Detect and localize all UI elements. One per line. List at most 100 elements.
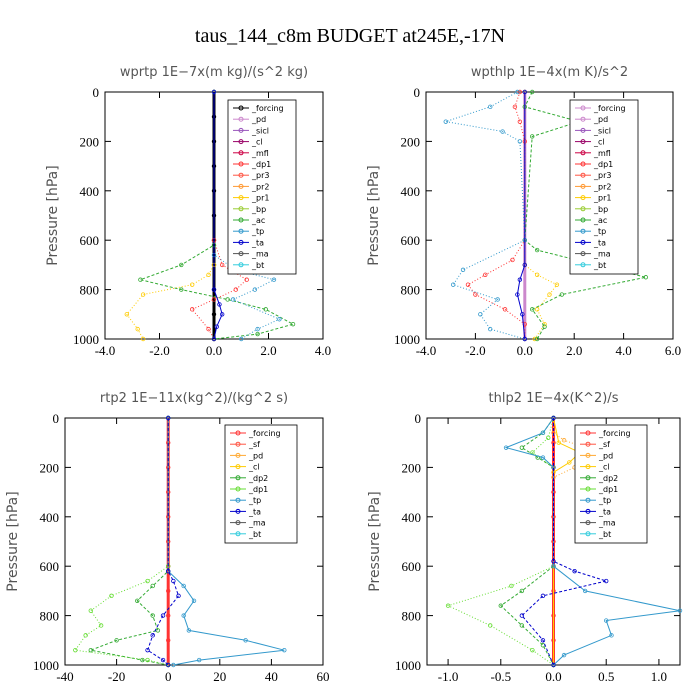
- x-tick-label: -1.0: [438, 669, 459, 684]
- y-tick-label: 0: [415, 411, 422, 426]
- data-point: [483, 272, 488, 277]
- data-point: [519, 623, 525, 628]
- legend-marker: [580, 116, 586, 122]
- data-point: [502, 307, 508, 312]
- legend-marker: [238, 161, 244, 167]
- data-point: [255, 331, 260, 337]
- legend-marker: [235, 452, 241, 458]
- y-axis-label: Pressure [hPa]: [366, 165, 382, 265]
- legend-entry: _pr1: [251, 194, 269, 203]
- data-point: [179, 287, 184, 292]
- data-point: [145, 578, 150, 584]
- y-tick-label: 600: [402, 559, 422, 574]
- data-point: [551, 662, 556, 668]
- y-tick-label: 0: [93, 85, 100, 100]
- legend-entry: _dp1: [248, 485, 268, 494]
- data-point: [519, 588, 525, 594]
- data-point: [609, 633, 614, 638]
- data-point: [217, 302, 222, 307]
- data-point: [572, 568, 577, 574]
- legend-marker: [238, 228, 244, 234]
- x-tick-label: 4.0: [615, 343, 631, 358]
- legend-marker: [585, 441, 591, 447]
- data-point: [186, 628, 192, 633]
- data-point: [114, 638, 119, 643]
- x-tick-label: -4.0: [95, 343, 116, 358]
- legend-marker: [580, 228, 586, 234]
- legend-entry: _dp2: [598, 474, 618, 483]
- data-point: [211, 89, 217, 95]
- legend-entry: _forcing: [251, 104, 284, 113]
- y-tick-label: 400: [40, 510, 60, 525]
- legend-marker: [580, 195, 586, 201]
- series-line-dp1: [74, 418, 169, 666]
- data-point: [282, 647, 287, 653]
- series-line-tp: [213, 92, 281, 340]
- data-point: [255, 326, 260, 332]
- legend-marker: [580, 183, 586, 189]
- data-point: [495, 297, 500, 302]
- legend-entry: _ma: [248, 519, 266, 528]
- data-point: [244, 277, 249, 282]
- data-point: [567, 460, 572, 465]
- data-point: [219, 262, 225, 268]
- data-point: [503, 445, 509, 450]
- x-tick-label: 20: [213, 669, 226, 684]
- legend-marker: [585, 430, 591, 436]
- data-point: [540, 638, 546, 643]
- data-point: [211, 297, 217, 302]
- data-point: [135, 326, 140, 332]
- data-point: [546, 435, 551, 440]
- legend-entry: _ma: [598, 519, 616, 528]
- series-line-dp1: [191, 92, 248, 340]
- series-line-tp: [167, 418, 285, 666]
- panel-2: wpthlp 1E−4x(m K)/s^2 Pressure [hPa] 0 200 4…: [366, 65, 681, 358]
- data-point: [515, 89, 520, 95]
- data-point: [233, 287, 238, 292]
- y-tick-label: 1000: [73, 332, 99, 347]
- data-point: [500, 129, 505, 134]
- legend-marker: [585, 475, 591, 481]
- data-point: [145, 647, 150, 653]
- legend-marker: [585, 497, 591, 503]
- legend-marker: [585, 486, 591, 492]
- data-point: [181, 583, 186, 589]
- legend-marker: [238, 116, 244, 122]
- y-tick-label: 200: [402, 460, 422, 475]
- legend-marker: [235, 464, 241, 470]
- legend-marker: [235, 475, 241, 481]
- data-point: [542, 324, 547, 329]
- legend-entry: _dp1: [593, 160, 613, 169]
- figure-title: taus_144_c8m BUDGET at245E,-17N: [195, 25, 505, 47]
- data-point: [443, 119, 448, 124]
- data-point: [559, 292, 565, 297]
- data-point: [522, 336, 527, 342]
- data-point: [556, 440, 561, 445]
- series-line-dp1: [467, 91, 526, 339]
- x-tick-label: -4.0: [416, 343, 437, 358]
- data-point: [155, 628, 161, 633]
- y-tick-label: 800: [40, 609, 60, 624]
- x-tick-label: 4.0: [315, 343, 331, 358]
- data-point: [509, 583, 514, 589]
- data-point: [191, 598, 197, 603]
- legend-marker: [235, 430, 241, 436]
- data-point: [135, 598, 140, 603]
- legend-entry: _pd: [598, 451, 613, 460]
- legend-marker: [585, 452, 591, 458]
- data-point: [498, 603, 503, 608]
- legend-entry: _forcing: [593, 104, 626, 113]
- data-point: [478, 312, 483, 317]
- data-point: [263, 307, 268, 312]
- plot-frame: [425, 91, 674, 340]
- data-point: [677, 608, 683, 613]
- legend-entry: _bt: [251, 261, 264, 270]
- data-point: [196, 657, 202, 663]
- legend-marker: [585, 508, 591, 514]
- panel-3: rtp2 1E−11x(kg^2)/(kg^2 s) Pressure [hPa]…: [5, 391, 330, 684]
- legend-marker: [235, 497, 241, 503]
- x-tick-label: -2.0: [465, 343, 486, 358]
- y-tick-label: 400: [402, 510, 422, 525]
- data-point: [530, 134, 535, 139]
- legend-entry: _bp: [251, 205, 266, 214]
